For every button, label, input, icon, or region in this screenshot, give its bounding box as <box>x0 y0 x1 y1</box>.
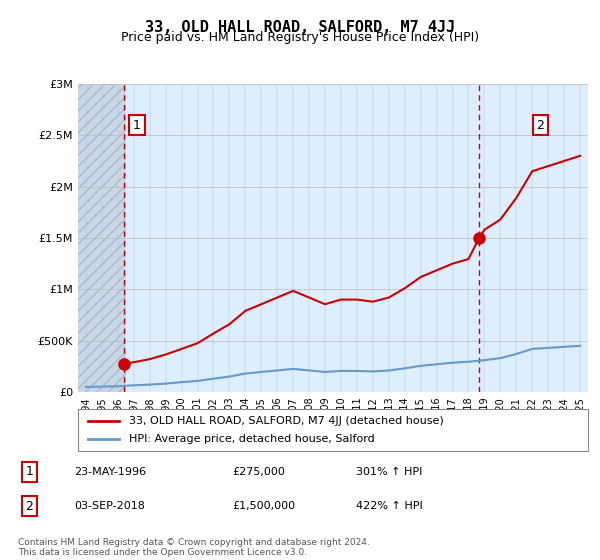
Text: Contains HM Land Registry data © Crown copyright and database right 2024.
This d: Contains HM Land Registry data © Crown c… <box>18 538 370 557</box>
Text: 03-SEP-2018: 03-SEP-2018 <box>74 501 145 511</box>
Bar <box>78 84 126 392</box>
FancyBboxPatch shape <box>78 409 588 451</box>
Text: 422% ↑ HPI: 422% ↑ HPI <box>356 501 423 511</box>
Text: 1: 1 <box>25 465 33 478</box>
Text: 33, OLD HALL ROAD, SALFORD, M7 4JJ (detached house): 33, OLD HALL ROAD, SALFORD, M7 4JJ (deta… <box>129 416 444 426</box>
Text: 2: 2 <box>536 119 544 132</box>
Text: 1: 1 <box>133 119 141 132</box>
Text: 33, OLD HALL ROAD, SALFORD, M7 4JJ: 33, OLD HALL ROAD, SALFORD, M7 4JJ <box>145 20 455 35</box>
Text: 23-MAY-1996: 23-MAY-1996 <box>74 467 146 477</box>
Text: Price paid vs. HM Land Registry's House Price Index (HPI): Price paid vs. HM Land Registry's House … <box>121 31 479 44</box>
Text: HPI: Average price, detached house, Salford: HPI: Average price, detached house, Salf… <box>129 434 375 444</box>
Text: £1,500,000: £1,500,000 <box>232 501 295 511</box>
Text: 301% ↑ HPI: 301% ↑ HPI <box>356 467 423 477</box>
Text: £275,000: £275,000 <box>232 467 285 477</box>
Text: 2: 2 <box>25 500 33 512</box>
